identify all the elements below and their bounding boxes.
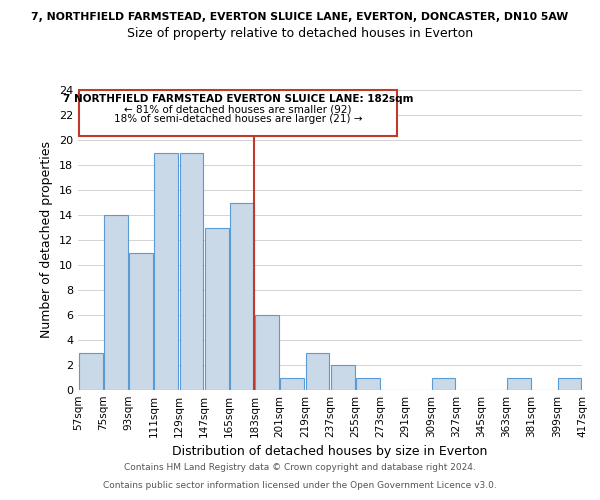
Bar (305, 352, 329, 390)
Text: 18% of semi-detached houses are larger (21) →: 18% of semi-detached houses are larger (… (114, 114, 362, 124)
Bar (179, 152, 203, 390)
Bar (280, 378, 304, 390)
Bar (79, 352, 103, 390)
Bar (255, 315, 279, 390)
Bar (154, 152, 178, 390)
Bar (356, 378, 380, 390)
Text: ← 81% of detached houses are smaller (92): ← 81% of detached houses are smaller (92… (124, 104, 352, 115)
Bar (104, 215, 128, 390)
Bar (431, 378, 455, 390)
Bar (331, 365, 355, 390)
Bar (230, 202, 254, 390)
FancyBboxPatch shape (79, 90, 397, 136)
Text: Size of property relative to detached houses in Everton: Size of property relative to detached ho… (127, 28, 473, 40)
Bar (507, 378, 531, 390)
Text: 7 NORTHFIELD FARMSTEAD EVERTON SLUICE LANE: 182sqm: 7 NORTHFIELD FARMSTEAD EVERTON SLUICE LA… (63, 94, 413, 104)
Text: Contains HM Land Registry data © Crown copyright and database right 2024.: Contains HM Land Registry data © Crown c… (124, 464, 476, 472)
X-axis label: Distribution of detached houses by size in Everton: Distribution of detached houses by size … (172, 446, 488, 458)
Text: Contains public sector information licensed under the Open Government Licence v3: Contains public sector information licen… (103, 481, 497, 490)
Text: 7, NORTHFIELD FARMSTEAD, EVERTON SLUICE LANE, EVERTON, DONCASTER, DN10 5AW: 7, NORTHFIELD FARMSTEAD, EVERTON SLUICE … (31, 12, 569, 22)
Bar (557, 378, 581, 390)
Bar (129, 252, 153, 390)
Y-axis label: Number of detached properties: Number of detached properties (40, 142, 53, 338)
Bar (205, 228, 229, 390)
